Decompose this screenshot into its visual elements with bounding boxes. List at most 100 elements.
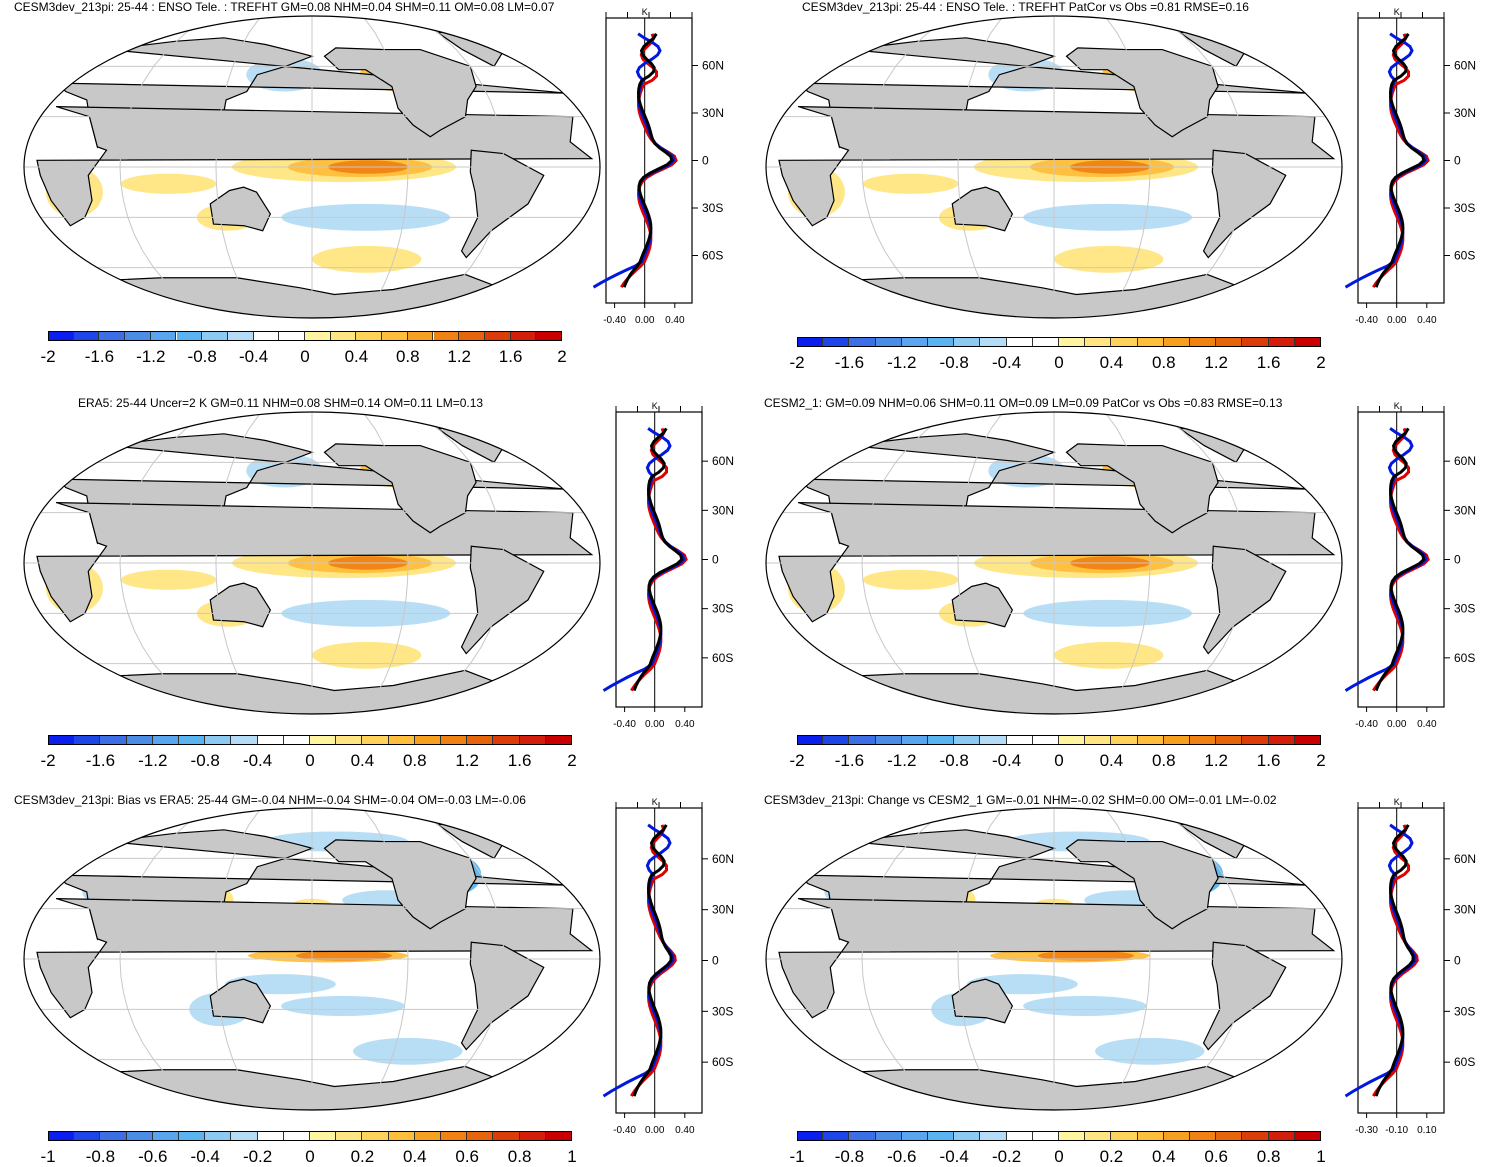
anomaly-region	[1095, 1037, 1205, 1065]
colorbar-label: -0.4	[190, 1147, 220, 1166]
lat-label: 60N	[1454, 59, 1476, 73]
colorbar-label: -0.8	[834, 1147, 865, 1166]
panel-title: CESM3dev_213pi: 25-44 : ENSO Tele. : TRE…	[14, 0, 555, 14]
colorbar-swatch	[179, 1131, 206, 1141]
lat-label: 0	[712, 553, 719, 567]
graticule-lon	[957, 412, 1004, 714]
colorbar-label: -0.8	[85, 1147, 116, 1166]
colorbar-swatch	[48, 331, 74, 341]
x-tick-label: 0.00	[1387, 719, 1407, 730]
colorbar: -2 -1.6 -1.2 -0.8 -0.4 0 0.4 0.8 1.2 1.6 2	[789, 337, 1326, 377]
colorbar-label: 1.6	[1256, 353, 1281, 372]
colorbar-label: 2	[567, 751, 577, 770]
colorbar-swatch	[305, 331, 331, 341]
colorbar-label: 1	[567, 1147, 577, 1166]
lat-label: 60N	[1454, 454, 1476, 468]
colorbar-swatch	[928, 337, 955, 347]
colorbar-swatch	[1216, 735, 1243, 745]
land-mass	[209, 582, 272, 628]
colorbar-label: -0.4	[238, 347, 269, 366]
colorbar-swatch	[823, 1131, 850, 1141]
x-tick-label: 0.00	[1387, 315, 1407, 326]
colorbar-swatch	[1268, 1131, 1295, 1141]
graticule-lon	[215, 412, 262, 714]
colorbar-swatch	[99, 331, 126, 341]
graticule-lon	[861, 16, 953, 318]
colorbar-frame	[797, 735, 1321, 745]
alt-profile-line	[602, 823, 675, 1098]
graticule-lon	[861, 808, 953, 1110]
graticule-lon	[413, 16, 505, 318]
colorbar-swatch	[433, 331, 460, 341]
zonal-mean-profile: K 60N 30N 0 30S 60S -0.40 0.00 0.40	[602, 797, 734, 1136]
colorbar-label: 1.2	[447, 347, 472, 366]
colorbar-label: -1.2	[138, 751, 168, 770]
colorbar-swatch	[875, 337, 902, 347]
colorbar-swatch	[441, 735, 468, 745]
lat-label: 0	[1454, 553, 1461, 567]
colorbar-swatch	[1190, 735, 1217, 745]
lat-label: 60S	[1454, 249, 1475, 263]
robinson-map	[23, 807, 601, 1111]
anomaly-region	[296, 950, 392, 961]
colorbar-swatch	[849, 735, 876, 745]
lat-label: 60N	[712, 454, 734, 468]
lat-label: 60S	[712, 1055, 733, 1069]
colorbar-swatch	[48, 1131, 75, 1141]
colorbar-swatch	[126, 735, 153, 745]
colorbar-label: 0.8	[1151, 353, 1176, 372]
colorbar-label: -1.2	[887, 751, 917, 770]
colorbar-swatch	[100, 1131, 127, 1141]
colorbar-swatch	[283, 1131, 310, 1141]
graticule-lon	[1104, 412, 1151, 714]
colorbar-swatch	[126, 1131, 153, 1141]
x-tick-label: 0.00	[635, 315, 655, 326]
land-mass	[323, 839, 477, 930]
colorbar-frame	[797, 1131, 1321, 1141]
x-tick-label: 0.40	[675, 719, 695, 730]
colorbar-frame	[48, 1131, 572, 1141]
land-mass	[209, 978, 272, 1024]
colorbar-swatch	[797, 735, 824, 745]
colorbar-swatch	[980, 735, 1007, 745]
colorbar-label: 0	[305, 751, 315, 770]
colorbar-label: -1.6	[834, 751, 865, 770]
units-label: K	[1394, 7, 1400, 17]
graticule-lon	[861, 412, 953, 714]
colorbar-label: 0.6	[1204, 1147, 1229, 1166]
colorbar-label: 0	[1054, 353, 1064, 372]
colorbar-label: -0.6	[138, 1147, 168, 1166]
colorbar-label: 0	[1054, 1147, 1064, 1166]
obs-profile-line	[1374, 427, 1426, 692]
colorbar-swatch	[441, 1131, 468, 1141]
colorbar-label: 2	[1316, 353, 1326, 372]
panel-title: CESM3dev_213pi: Change vs CESM2_1 GM=-0.…	[764, 793, 1277, 807]
lat-label: 30N	[712, 903, 734, 917]
lat-label: 30N	[1454, 503, 1476, 517]
graticule-lon	[119, 808, 211, 1110]
obs-profile-line	[632, 427, 684, 692]
colorbar-swatch	[901, 1131, 928, 1141]
graticule-lon	[362, 16, 409, 318]
colorbar-label: -0.8	[190, 751, 220, 770]
anomaly-region	[353, 1037, 463, 1065]
x-tick-label: 0.10	[1417, 1125, 1437, 1136]
colorbar-swatch	[356, 331, 383, 341]
map-outline	[23, 411, 601, 715]
colorbar-label: 0.4	[402, 1147, 427, 1166]
anomaly-region	[1054, 245, 1164, 273]
colorbar-swatch	[1032, 735, 1059, 745]
obs-profile-line	[622, 33, 674, 288]
land-mass	[36, 106, 594, 227]
colorbar-swatch	[100, 735, 127, 745]
colorbar-swatch	[1085, 337, 1112, 347]
anomaly-region	[120, 569, 217, 590]
lat-label: 30N	[712, 503, 734, 517]
panel-title: CESM2_1: GM=0.09 NHM=0.06 SHM=0.11 OM=0.…	[764, 396, 1283, 410]
x-tick-label: -0.10	[1385, 1125, 1408, 1136]
colorbar-label: 0.8	[1256, 1147, 1281, 1166]
colorbar-swatch	[493, 1131, 520, 1141]
colorbar-label: -0.4	[991, 751, 1022, 770]
colorbar-swatch	[253, 331, 280, 341]
colorbar-label: 0.2	[1099, 1147, 1124, 1166]
